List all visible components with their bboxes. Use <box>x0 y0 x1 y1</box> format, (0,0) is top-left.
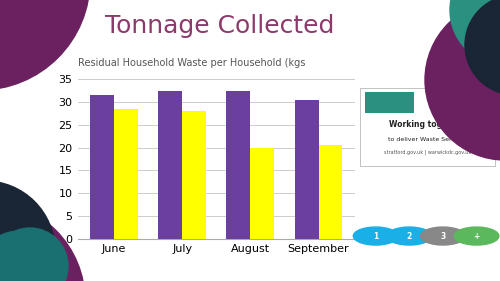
Circle shape <box>454 227 499 245</box>
Bar <box>114 109 138 239</box>
Text: Residual Household Waste per Household (kgs: Residual Household Waste per Household (… <box>78 58 305 68</box>
Text: 2: 2 <box>406 232 412 241</box>
Text: 1: 1 <box>373 232 378 241</box>
Bar <box>90 95 114 239</box>
Circle shape <box>420 227 466 245</box>
Circle shape <box>354 227 398 245</box>
Bar <box>182 111 206 239</box>
Bar <box>250 148 274 239</box>
FancyBboxPatch shape <box>360 88 494 166</box>
Bar <box>158 91 182 239</box>
Text: to deliver Waste Services: to deliver Waste Services <box>388 137 468 142</box>
Text: Working together: Working together <box>389 120 466 129</box>
Bar <box>226 91 250 239</box>
Text: Collection Service: Collection Service <box>388 256 466 265</box>
FancyBboxPatch shape <box>364 92 414 114</box>
Text: 3: 3 <box>440 232 446 241</box>
Bar <box>294 100 318 239</box>
Circle shape <box>387 227 432 245</box>
Text: +: + <box>474 232 480 241</box>
Bar <box>318 146 342 239</box>
Text: Tonnage Collected: Tonnage Collected <box>106 14 334 38</box>
Text: stratford.gov.uk | warwickdc.gov.uk: stratford.gov.uk | warwickdc.gov.uk <box>384 150 471 155</box>
